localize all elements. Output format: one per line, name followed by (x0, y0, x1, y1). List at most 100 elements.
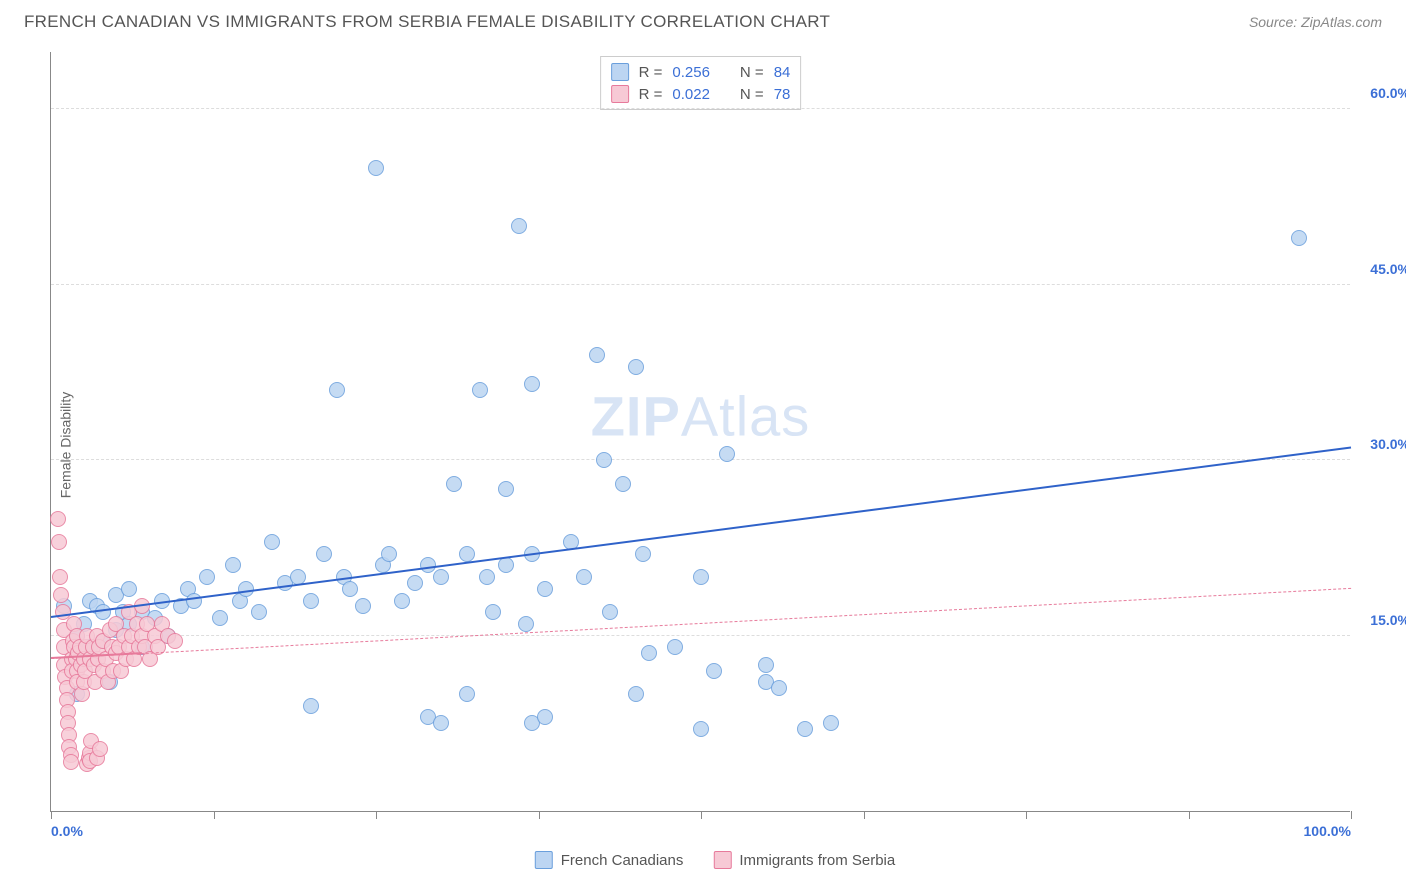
data-point (446, 476, 462, 492)
data-point (329, 382, 345, 398)
data-point (524, 376, 540, 392)
data-point (433, 569, 449, 585)
y-tick-label: 45.0% (1370, 261, 1406, 277)
data-point (459, 546, 475, 562)
data-point (479, 569, 495, 585)
data-point (342, 581, 358, 597)
y-tick-label: 60.0% (1370, 85, 1406, 101)
x-tick (539, 811, 540, 819)
stats-row: R = 0.022 N = 78 (611, 83, 791, 105)
watermark: ZIPAtlas (591, 384, 811, 449)
chart-area: Female Disability ZIPAtlas R =0.256N =84… (50, 52, 1380, 837)
gridline (51, 284, 1350, 285)
data-point (667, 639, 683, 655)
data-point (511, 218, 527, 234)
chart-title: FRENCH CANADIAN VS IMMIGRANTS FROM SERBI… (24, 12, 830, 32)
data-point (1291, 230, 1307, 246)
data-point (706, 663, 722, 679)
data-point (51, 534, 67, 550)
stat-n-value: 84 (774, 64, 791, 81)
chart-header: FRENCH CANADIAN VS IMMIGRANTS FROM SERBI… (0, 0, 1406, 40)
x-tick (1026, 811, 1027, 819)
data-point (355, 598, 371, 614)
data-point (303, 698, 319, 714)
gridline (51, 108, 1350, 109)
data-point (693, 569, 709, 585)
legend-item: French Canadians (535, 851, 684, 869)
data-point (368, 160, 384, 176)
data-point (635, 546, 651, 562)
data-point (758, 657, 774, 673)
data-point (602, 604, 618, 620)
data-point (121, 581, 137, 597)
data-point (186, 593, 202, 609)
watermark-atlas: Atlas (681, 385, 811, 448)
data-point (498, 557, 514, 573)
legend-swatch (611, 85, 629, 103)
data-point (63, 754, 79, 770)
data-point (394, 593, 410, 609)
chart-source: Source: ZipAtlas.com (1249, 14, 1382, 30)
stat-r-value: 0.022 (672, 86, 710, 103)
x-tick-label: 0.0% (51, 823, 83, 839)
data-point (596, 452, 612, 468)
data-point (225, 557, 241, 573)
data-point (264, 534, 280, 550)
data-point (641, 645, 657, 661)
stat-r-value: 0.256 (672, 64, 710, 81)
x-tick (701, 811, 702, 819)
data-point (498, 481, 514, 497)
data-point (719, 446, 735, 462)
data-point (537, 709, 553, 725)
data-point (52, 569, 68, 585)
data-point (537, 581, 553, 597)
data-point (472, 382, 488, 398)
data-point (615, 476, 631, 492)
data-point (316, 546, 332, 562)
data-point (95, 604, 111, 620)
plot-region: ZIPAtlas R =0.256N =84R =0.022N =78 15.0… (50, 52, 1350, 812)
x-tick (1351, 811, 1352, 819)
x-tick (1189, 811, 1190, 819)
legend-swatch (535, 851, 553, 869)
data-point (693, 721, 709, 737)
x-tick (214, 811, 215, 819)
legend-item: Immigrants from Serbia (713, 851, 895, 869)
data-point (407, 575, 423, 591)
data-point (50, 511, 66, 527)
data-point (771, 680, 787, 696)
data-point (212, 610, 228, 626)
data-point (251, 604, 267, 620)
data-point (628, 359, 644, 375)
data-point (92, 741, 108, 757)
data-point (167, 633, 183, 649)
data-point (628, 686, 644, 702)
stat-r-label: R = (639, 64, 663, 81)
stat-n-label: N = (740, 64, 764, 81)
data-point (797, 721, 813, 737)
stat-r-label: R = (639, 86, 663, 103)
data-point (589, 347, 605, 363)
data-point (459, 686, 475, 702)
gridline (51, 635, 1350, 636)
trend-line (51, 447, 1351, 619)
x-tick (51, 811, 52, 819)
stats-legend: R = 0.256 N = 84 R = 0.022 N = 78 (600, 56, 802, 110)
stat-n-label: N = (740, 86, 764, 103)
watermark-zip: ZIP (591, 385, 681, 448)
y-tick-label: 15.0% (1370, 612, 1406, 628)
data-point (433, 715, 449, 731)
x-tick (376, 811, 377, 819)
data-point (53, 587, 69, 603)
legend-label: Immigrants from Serbia (739, 852, 895, 869)
data-point (518, 616, 534, 632)
data-point (381, 546, 397, 562)
x-tick-label: 100.0% (1304, 823, 1351, 839)
data-point (199, 569, 215, 585)
stats-row: R = 0.256 N = 84 (611, 61, 791, 83)
legend-label: French Canadians (561, 852, 684, 869)
data-point (485, 604, 501, 620)
data-point (823, 715, 839, 731)
stat-n-value: 78 (774, 86, 791, 103)
y-tick-label: 30.0% (1370, 436, 1406, 452)
